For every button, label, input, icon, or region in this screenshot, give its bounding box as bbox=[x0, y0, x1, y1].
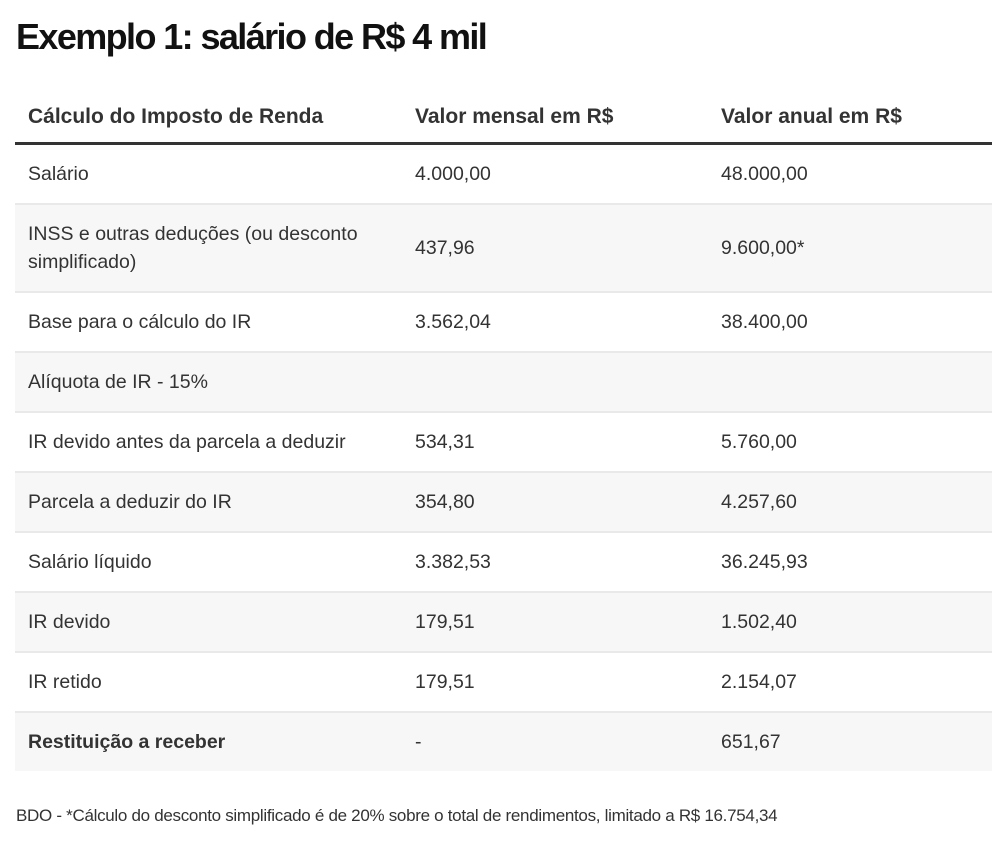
monthly-value: 3.382,53 bbox=[415, 550, 491, 573]
annual-value: 2.154,07 bbox=[721, 670, 797, 693]
column-header-calculation: Cálculo do Imposto de Renda bbox=[28, 105, 324, 128]
monthly-value: 4.000,00 bbox=[415, 162, 491, 185]
row-label: Salário líquido bbox=[28, 551, 152, 573]
annual-value: 5.760,00 bbox=[721, 430, 797, 453]
table-row: IR devido antes da parcela a deduzir 534… bbox=[15, 413, 992, 473]
row-label: IR devido bbox=[28, 611, 111, 633]
table-row: Parcela a deduzir do IR 354,80 4.257,60 bbox=[15, 473, 992, 533]
row-label: Restituição a receber bbox=[28, 731, 226, 753]
row-label: IR devido antes da parcela a deduzir bbox=[28, 431, 346, 453]
row-label: IR retido bbox=[28, 671, 102, 693]
annual-value: 48.000,00 bbox=[721, 162, 808, 185]
table-row: Salário líquido 3.382,53 36.245,93 bbox=[15, 533, 992, 593]
row-label: INSS e outras deduções (ou desconto simp… bbox=[28, 223, 358, 273]
column-header-annual: Valor anual em R$ bbox=[721, 105, 902, 128]
row-label: Base para o cálculo do IR bbox=[28, 311, 252, 333]
row-label: Parcela a deduzir do IR bbox=[28, 491, 232, 513]
monthly-value: 179,51 bbox=[415, 670, 475, 693]
monthly-value: 179,51 bbox=[415, 610, 475, 633]
table-row: Base para o cálculo do IR 3.562,04 38.40… bbox=[15, 293, 992, 353]
annual-value: 9.600,00* bbox=[721, 236, 805, 259]
table-row: IR devido 179,51 1.502,40 bbox=[15, 593, 992, 653]
page-title: Exemplo 1: salário de R$ 4 mil bbox=[16, 16, 488, 57]
row-label: Salário bbox=[28, 163, 89, 185]
table-row: Alíquota de IR - 15% bbox=[15, 353, 992, 413]
monthly-value: 3.562,04 bbox=[415, 310, 491, 333]
monthly-value: 437,96 bbox=[415, 236, 475, 259]
monthly-value: 534,31 bbox=[415, 430, 475, 453]
column-header-monthly: Valor mensal em R$ bbox=[415, 105, 614, 128]
table-row: IR retido 179,51 2.154,07 bbox=[15, 653, 992, 713]
row-label: Alíquota de IR - 15% bbox=[28, 371, 208, 393]
annual-value: 36.245,93 bbox=[721, 550, 808, 573]
table-row-total: Restituição a receber - 651,67 bbox=[15, 713, 992, 771]
annual-value: 1.502,40 bbox=[721, 610, 797, 633]
table-header: Cálculo do Imposto de Renda Valor mensal… bbox=[15, 92, 992, 145]
annual-value: 651,67 bbox=[721, 730, 781, 753]
annual-value: 38.400,00 bbox=[721, 310, 808, 333]
annual-value: 4.257,60 bbox=[721, 490, 797, 513]
income-tax-table: Cálculo do Imposto de Renda Valor mensal… bbox=[15, 92, 992, 771]
monthly-value: - bbox=[415, 730, 422, 753]
source-footnote: BDO - *Cálculo do desconto simplificado … bbox=[16, 806, 778, 825]
monthly-value: 354,80 bbox=[415, 490, 475, 513]
table-row: INSS e outras deduções (ou desconto simp… bbox=[15, 205, 992, 293]
table-row: Salário 4.000,00 48.000,00 bbox=[15, 145, 992, 205]
